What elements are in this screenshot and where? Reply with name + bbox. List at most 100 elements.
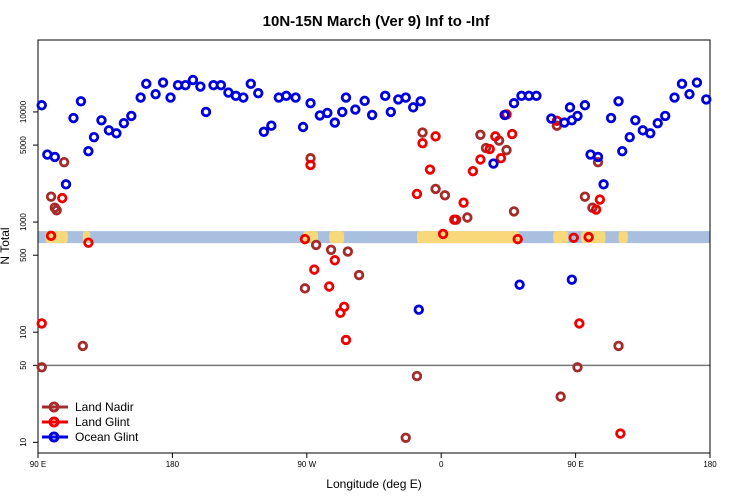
point-ocean-glint-42 — [350, 104, 361, 115]
point-ocean-glint-50 — [415, 96, 426, 107]
point-land-glint-19 — [467, 165, 479, 177]
point-land-glint-5 — [305, 159, 316, 171]
x-tick-label-2: 90 W — [297, 460, 316, 469]
y-tick-label-4: 1000 — [19, 213, 28, 231]
point-ocean-glint-54 — [508, 98, 520, 109]
legend-entry-land-nadir: Land Nadir — [42, 400, 134, 414]
point-ocean-glint-19 — [180, 79, 191, 91]
point-land-nadir-27 — [579, 191, 591, 202]
legend-label-land-nadir: Land Nadir — [75, 400, 134, 414]
point-ocean-glint-36 — [305, 98, 316, 109]
point-land-nadir-1 — [45, 191, 57, 202]
point-ocean-glint-41 — [340, 92, 352, 103]
y-tick-label-5: 5000 — [19, 136, 28, 154]
point-ocean-glint-43 — [359, 95, 370, 107]
point-land-glint-28 — [568, 232, 579, 243]
point-land-glint-25 — [506, 128, 518, 140]
point-ocean-glint-16 — [157, 77, 169, 88]
point-land-nadir-11 — [353, 269, 365, 281]
x-axis: 90 E 180 90 W 0 90 E 180 — [30, 453, 717, 469]
point-ocean-glint-51 — [413, 304, 424, 315]
x-axis-label: Longitude (deg E) — [326, 477, 421, 491]
point-ocean-glint-44 — [366, 109, 378, 121]
point-land-glint-12 — [411, 188, 423, 200]
legend-label-land-glint: Land Glint — [75, 415, 130, 429]
point-ocean-glint-27 — [238, 92, 249, 103]
point-land-glint-15 — [430, 131, 441, 142]
point-ocean-glint-70 — [617, 146, 628, 157]
point-ocean-glint-76 — [660, 110, 671, 122]
point-ocean-glint-21 — [195, 81, 206, 92]
point-ocean-glint-17 — [165, 92, 176, 103]
point-land-nadir-10 — [342, 246, 354, 257]
point-land-glint-26 — [512, 233, 523, 245]
point-ocean-glint-8 — [96, 115, 107, 126]
x-tick-label-4: 90 E — [567, 460, 583, 469]
point-land-nadir-12 — [400, 432, 411, 443]
point-ocean-glint-64 — [579, 100, 591, 111]
point-ocean-glint-62 — [564, 102, 576, 113]
point-ocean-glint-38 — [322, 107, 333, 119]
point-ocean-glint-59 — [566, 274, 578, 285]
point-land-glint-23 — [495, 153, 507, 164]
y-tick-label-3: 500 — [19, 248, 28, 262]
legend-marker-ocean-glint — [48, 431, 60, 443]
point-ocean-glint-10 — [111, 128, 122, 139]
point-ocean-glint-14 — [141, 78, 152, 90]
point-land-nadir-26 — [572, 362, 583, 373]
point-ocean-glint-69 — [613, 96, 624, 107]
point-land-nadir-9 — [325, 244, 337, 255]
point-land-nadir-5 — [77, 340, 88, 352]
point-land-nadir-19 — [475, 129, 486, 141]
point-ocean-glint-22 — [200, 106, 212, 118]
y-tick-label-1: 50 — [19, 360, 28, 369]
map-land-4 — [416, 231, 520, 244]
point-ocean-glint-71 — [624, 131, 635, 143]
point-land-nadir-23 — [508, 206, 520, 217]
point-land-glint-22 — [490, 131, 501, 142]
point-land-glint-10 — [338, 301, 350, 313]
point-ocean-glint-34 — [290, 92, 301, 103]
point-ocean-glint-30 — [258, 126, 270, 138]
point-ocean-glint-66 — [592, 151, 604, 163]
point-land-nadir-0 — [36, 362, 47, 373]
map-land-5 — [553, 231, 569, 244]
point-ocean-glint-81 — [701, 94, 712, 105]
point-ocean-glint-68 — [605, 112, 617, 124]
x-tick-label-3: 0 — [439, 460, 444, 469]
point-land-glint-20 — [475, 154, 486, 165]
point-land-glint-2 — [57, 192, 68, 204]
point-ocean-glint-75 — [652, 118, 663, 129]
point-land-nadir-17 — [462, 212, 473, 223]
point-ocean-glint-6 — [83, 146, 94, 157]
point-ocean-glint-48 — [400, 92, 411, 103]
point-ocean-glint-35 — [297, 121, 309, 133]
point-land-glint-14 — [424, 164, 436, 175]
point-land-glint-7 — [324, 281, 335, 292]
y-axis-label: N Total — [0, 227, 12, 264]
point-ocean-glint-4 — [68, 112, 79, 124]
point-ocean-glint-77 — [669, 92, 680, 103]
point-land-nadir-14 — [417, 127, 428, 138]
point-land-glint-32 — [594, 194, 606, 205]
point-land-glint-17 — [449, 214, 460, 225]
map-strip — [38, 231, 710, 244]
point-ocean-glint-39 — [329, 117, 340, 128]
point-land-nadir-16 — [439, 190, 451, 201]
point-land-nadir-3 — [51, 205, 62, 216]
point-land-glint-11 — [340, 334, 352, 346]
data-points — [36, 74, 712, 443]
point-ocean-glint-33 — [281, 90, 292, 102]
point-ocean-glint-72 — [630, 115, 641, 126]
map-land-7 — [618, 231, 628, 244]
point-ocean-glint-80 — [691, 77, 703, 88]
point-land-glint-0 — [36, 318, 47, 329]
point-ocean-glint-79 — [684, 88, 695, 100]
y-tick-label-6: 10000 — [19, 100, 28, 123]
legend-entry-land-glint: Land Glint — [42, 415, 130, 429]
legend: Land Nadir Land Glint Ocean Glint — [42, 400, 139, 444]
point-ocean-glint-58 — [546, 113, 557, 124]
point-land-nadir-30 — [613, 340, 624, 352]
point-land-glint-30 — [583, 231, 594, 243]
point-land-glint-3 — [83, 237, 94, 248]
